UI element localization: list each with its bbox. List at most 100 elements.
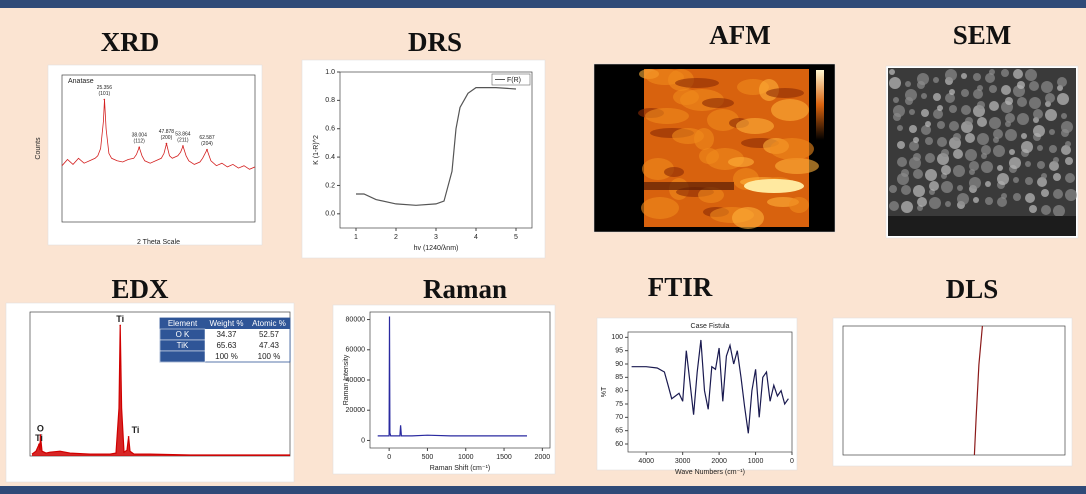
peak-point	[138, 146, 141, 149]
x-tick-label: 0	[387, 454, 391, 461]
sem-grain	[1017, 113, 1029, 125]
x-tick-label: 1000	[458, 454, 474, 461]
y-tick-label: 0.8	[325, 97, 335, 104]
panel-title: DLS	[946, 274, 999, 304]
sem-grain	[909, 109, 915, 115]
peak-point	[206, 148, 208, 151]
sem-grain	[905, 81, 911, 87]
panel	[301, 59, 546, 259]
sem-grain	[901, 185, 911, 195]
table-cell: 34.37	[216, 330, 237, 339]
panel-title: FTIR	[648, 272, 713, 302]
top-border	[0, 0, 1086, 8]
peak-point	[103, 98, 106, 101]
x-tick-label: 4	[474, 234, 478, 241]
afm-texture	[645, 108, 689, 124]
sem-grain	[985, 197, 993, 205]
sem-grain	[997, 173, 1009, 185]
x-tick-label: 0	[790, 458, 794, 465]
x-tick-label: 1500	[496, 454, 512, 461]
sem-grain	[1033, 125, 1045, 137]
sem-grain	[933, 93, 941, 101]
sem-grain	[981, 161, 993, 173]
sem-grain	[909, 141, 919, 151]
x-tick-label: 1	[354, 234, 358, 241]
legend-box	[491, 73, 531, 86]
y-tick-label: 0	[361, 437, 365, 444]
sem-grain	[1013, 177, 1019, 183]
plot-frame	[61, 74, 256, 223]
afm-texture	[728, 157, 754, 167]
sem-grain	[1001, 85, 1011, 95]
sem-grain	[945, 201, 951, 207]
sem-grain	[985, 181, 991, 187]
sem-grain	[1025, 193, 1035, 203]
sem-grain	[977, 117, 987, 127]
y-axis-label: K (1-R)^2	[313, 135, 320, 165]
y-tick-label: 95	[615, 348, 623, 355]
table-header-bg	[160, 318, 290, 329]
table-cell: 65.63	[216, 341, 237, 350]
sem-grain	[925, 121, 931, 127]
sem-grain	[929, 197, 941, 209]
sem-grain	[973, 89, 983, 99]
plot-frame	[627, 331, 793, 453]
afm-texture	[698, 187, 724, 203]
sem-grain	[1053, 157, 1059, 163]
table-total: 100 %	[215, 352, 238, 361]
sem-grain	[1001, 69, 1009, 77]
data-line	[973, 325, 983, 456]
table-cell: O K	[176, 330, 190, 339]
y-tick-label: 80000	[346, 316, 366, 323]
sem-grain	[993, 129, 1003, 139]
sem-grain	[957, 193, 969, 205]
sem-grain	[929, 181, 939, 191]
peak-point	[38, 443, 40, 446]
sem-grain	[977, 101, 985, 109]
sem-grain	[953, 149, 963, 159]
sem-grain	[937, 137, 947, 147]
sem-grain	[921, 109, 929, 117]
panel-title: SEM	[953, 20, 1012, 50]
sem-grain	[925, 169, 937, 181]
sem-grain	[1029, 97, 1041, 109]
sem-grain	[913, 153, 921, 161]
sem-grain	[985, 73, 995, 83]
legend-label: F(R)	[507, 77, 521, 84]
sem-grain	[1049, 145, 1057, 153]
peak-label: 53.864	[175, 131, 191, 137]
sem-grain	[961, 105, 971, 115]
sem-grain	[1005, 129, 1017, 141]
sem-grain	[1061, 145, 1071, 155]
peak-point	[39, 434, 42, 436]
afm-dark-band	[644, 182, 734, 190]
x-tick-label: 500	[422, 454, 434, 461]
panel	[832, 317, 1073, 467]
sem-grain	[1037, 161, 1045, 169]
sem-grain	[973, 197, 979, 203]
sem-grain	[989, 85, 997, 93]
sem-grain	[981, 145, 991, 155]
peak-label: O	[37, 423, 44, 433]
y-tick-label: 85	[615, 374, 623, 381]
peak-label: 62.587	[199, 135, 215, 141]
sem-grain	[1021, 133, 1027, 139]
sem-grain	[1053, 205, 1065, 217]
sem-grain	[1013, 69, 1023, 79]
sem-grain	[1041, 205, 1051, 215]
sem-grain	[1025, 69, 1037, 81]
y-tick-label: 1.0	[325, 69, 335, 76]
sem-grain	[997, 165, 1003, 171]
panel-title: DRS	[408, 27, 462, 57]
afm-texture	[694, 128, 714, 150]
sem-grain	[937, 105, 943, 111]
sem-grain	[1053, 189, 1063, 199]
afm-texture	[702, 98, 734, 108]
afm-texture	[771, 99, 809, 121]
x-tick-label: 4000	[638, 458, 654, 465]
x-tick-label: 3	[434, 234, 438, 241]
sem-grain	[1065, 141, 1071, 147]
sem-grain	[977, 85, 983, 91]
table-cell: TiK	[177, 341, 189, 350]
y-tick-label: 0.6	[325, 126, 335, 133]
